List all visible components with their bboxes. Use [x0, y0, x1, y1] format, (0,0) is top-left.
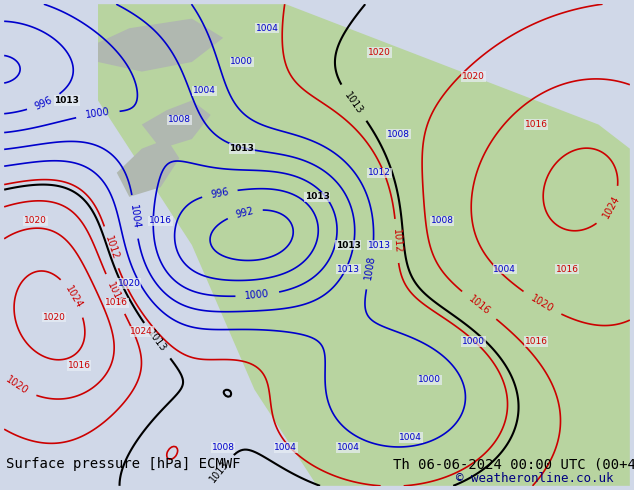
Text: 1008: 1008 — [387, 130, 410, 139]
Text: 1000: 1000 — [462, 337, 485, 346]
Text: 1016: 1016 — [556, 265, 579, 273]
Text: 1008: 1008 — [363, 255, 377, 281]
Text: 1020: 1020 — [42, 313, 66, 322]
Text: 1004: 1004 — [256, 24, 278, 33]
Text: 1012: 1012 — [391, 228, 403, 254]
Text: 996: 996 — [210, 186, 230, 199]
Text: 1013: 1013 — [368, 241, 391, 249]
Text: 996: 996 — [34, 95, 55, 111]
Text: 1013: 1013 — [336, 241, 361, 249]
Text: 1020: 1020 — [462, 72, 485, 81]
Text: 1020: 1020 — [24, 217, 47, 225]
Text: 1013: 1013 — [337, 265, 359, 273]
Text: 1024: 1024 — [600, 194, 621, 220]
Text: 1013: 1013 — [230, 144, 254, 153]
Text: 1020: 1020 — [368, 48, 391, 57]
Text: 1013: 1013 — [304, 193, 330, 201]
Text: 1016: 1016 — [105, 298, 128, 307]
Text: 1013: 1013 — [146, 328, 168, 354]
Text: © weatheronline.co.uk: © weatheronline.co.uk — [456, 472, 614, 485]
Text: 1016: 1016 — [105, 281, 125, 307]
Text: 1016: 1016 — [149, 217, 172, 225]
Text: 1000: 1000 — [245, 289, 270, 301]
Text: 1024: 1024 — [63, 284, 84, 311]
Text: 1000: 1000 — [418, 375, 441, 384]
Text: 1013: 1013 — [55, 96, 79, 105]
Text: 1000: 1000 — [85, 107, 110, 121]
Text: 1012: 1012 — [368, 168, 391, 177]
Text: 1004: 1004 — [275, 443, 297, 452]
Text: 1004: 1004 — [399, 433, 422, 442]
Text: 1000: 1000 — [230, 57, 254, 67]
Text: 1020: 1020 — [118, 279, 141, 288]
Text: 1020: 1020 — [529, 293, 555, 314]
Text: 992: 992 — [235, 205, 255, 220]
Text: 1008: 1008 — [212, 443, 235, 452]
Text: 1004: 1004 — [493, 265, 516, 273]
Text: Surface pressure [hPa] ECMWF: Surface pressure [hPa] ECMWF — [6, 457, 241, 471]
Text: 1016: 1016 — [524, 337, 548, 346]
Text: 1016: 1016 — [524, 120, 548, 129]
Text: 1008: 1008 — [168, 115, 191, 124]
Text: 1013: 1013 — [208, 459, 231, 485]
Text: 1008: 1008 — [430, 217, 454, 225]
Text: 1004: 1004 — [128, 204, 141, 230]
Text: 1016: 1016 — [68, 361, 91, 370]
Text: 1016: 1016 — [467, 294, 492, 317]
Text: 1020: 1020 — [4, 374, 30, 396]
Text: 1013: 1013 — [342, 90, 365, 116]
Text: 1024: 1024 — [131, 327, 153, 336]
Text: 1012: 1012 — [103, 234, 120, 261]
Text: Th 06-06-2024 00:00 UTC (00+48): Th 06-06-2024 00:00 UTC (00+48) — [393, 457, 634, 471]
Text: 1004: 1004 — [337, 443, 359, 452]
Text: 1004: 1004 — [193, 86, 216, 96]
